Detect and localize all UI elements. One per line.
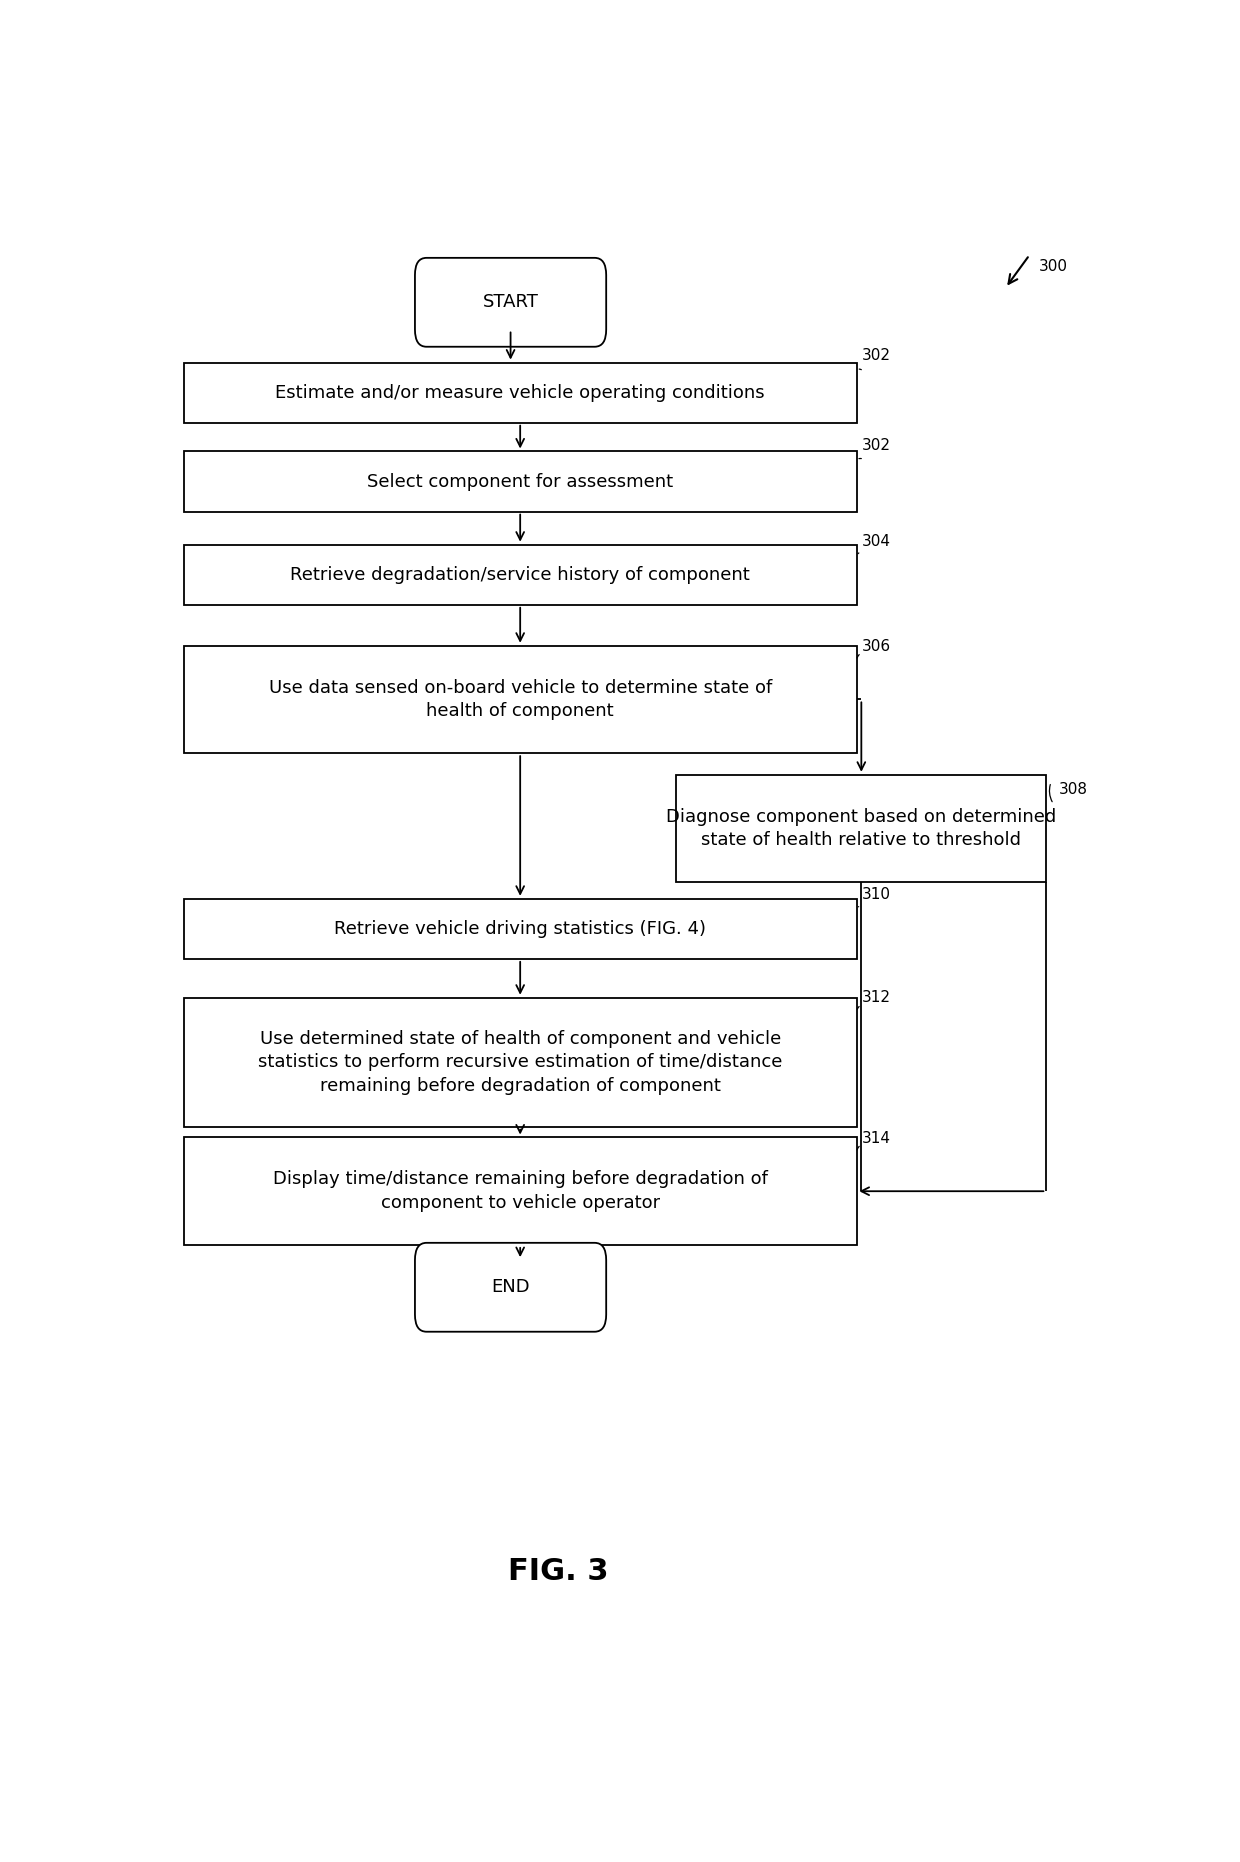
FancyBboxPatch shape — [184, 544, 857, 605]
FancyBboxPatch shape — [184, 1138, 857, 1246]
FancyBboxPatch shape — [676, 775, 1047, 883]
Text: 304: 304 — [862, 534, 890, 549]
Text: Use determined state of health of component and vehicle
statistics to perform re: Use determined state of health of compon… — [258, 1030, 782, 1095]
FancyBboxPatch shape — [415, 1242, 606, 1331]
Text: 306: 306 — [862, 639, 890, 654]
FancyBboxPatch shape — [184, 899, 857, 959]
Text: 302: 302 — [862, 348, 890, 363]
Text: START: START — [482, 294, 538, 311]
Text: 302: 302 — [862, 438, 890, 452]
FancyBboxPatch shape — [184, 646, 857, 754]
Text: 300: 300 — [1039, 259, 1068, 274]
Text: END: END — [491, 1279, 529, 1296]
FancyBboxPatch shape — [184, 451, 857, 512]
FancyBboxPatch shape — [184, 998, 857, 1127]
Text: FIG. 3: FIG. 3 — [508, 1557, 609, 1586]
FancyBboxPatch shape — [184, 363, 857, 423]
Text: 312: 312 — [862, 991, 890, 1005]
Text: Diagnose component based on determined
state of health relative to threshold: Diagnose component based on determined s… — [666, 808, 1056, 849]
Text: 314: 314 — [862, 1130, 890, 1145]
Text: Use data sensed on-board vehicle to determine state of
health of component: Use data sensed on-board vehicle to dete… — [269, 678, 771, 721]
Text: 308: 308 — [1058, 782, 1087, 797]
Text: Retrieve vehicle driving statistics (FIG. 4): Retrieve vehicle driving statistics (FIG… — [335, 920, 707, 938]
FancyBboxPatch shape — [415, 257, 606, 346]
Text: 310: 310 — [862, 886, 890, 901]
Text: Select component for assessment: Select component for assessment — [367, 473, 673, 490]
Text: Display time/distance remaining before degradation of
component to vehicle opera: Display time/distance remaining before d… — [273, 1171, 768, 1212]
Text: Estimate and/or measure vehicle operating conditions: Estimate and/or measure vehicle operatin… — [275, 384, 765, 402]
Text: Retrieve degradation/service history of component: Retrieve degradation/service history of … — [290, 566, 750, 583]
